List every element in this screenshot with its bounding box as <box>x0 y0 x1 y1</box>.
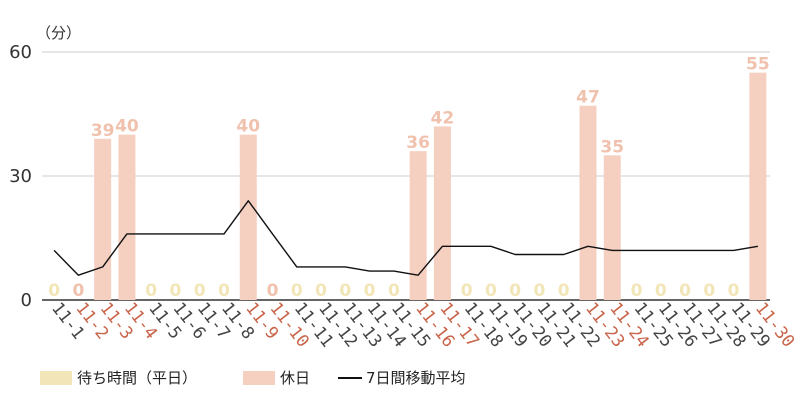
moving-average-line-group <box>53 200 759 276</box>
bar <box>579 105 597 300</box>
y-axis-unit-label: （分） <box>36 24 81 42</box>
value-label: 0 <box>631 281 643 301</box>
value-label: 0 <box>679 281 691 301</box>
value-label: 0 <box>339 281 351 301</box>
bar <box>409 151 427 300</box>
value-label: 42 <box>431 108 455 128</box>
x-axis: 11-111-211-311-411-511-611-711-811-911-1… <box>47 299 798 352</box>
bar <box>118 134 136 300</box>
value-label: 0 <box>364 281 376 301</box>
value-label: 0 <box>388 281 400 301</box>
value-label: 0 <box>703 281 715 301</box>
value-label: 0 <box>534 281 546 301</box>
value-label: 0 <box>461 281 473 301</box>
y-tick-label: 60 <box>9 42 32 63</box>
bar <box>603 155 621 300</box>
y-tick-label: 0 <box>21 290 32 311</box>
bar <box>433 126 451 301</box>
value-label: 55 <box>746 55 770 75</box>
y-axis: （分） 0 30 60 <box>9 24 81 311</box>
value-label: 40 <box>115 117 139 137</box>
value-label: 0 <box>485 281 497 301</box>
value-label: 40 <box>236 117 260 137</box>
value-label: 0 <box>145 281 157 301</box>
legend-swatch <box>243 371 275 385</box>
moving-average-line <box>53 200 759 276</box>
value-label: 0 <box>315 281 327 301</box>
bar <box>239 134 257 300</box>
value-label: 0 <box>267 281 279 301</box>
value-label: 0 <box>655 281 667 301</box>
value-label: 0 <box>72 281 84 301</box>
value-label: 39 <box>91 121 115 141</box>
y-tick-label: 30 <box>9 166 32 187</box>
value-label: 0 <box>48 281 60 301</box>
value-label: 0 <box>218 281 230 301</box>
value-label: 0 <box>194 281 206 301</box>
value-label: 0 <box>509 281 521 301</box>
bar <box>94 138 112 300</box>
value-label: 0 <box>170 281 182 301</box>
legend: 待ち時間（平日） 休日 7日間移動平均 <box>40 369 466 387</box>
value-label: 0 <box>558 281 570 301</box>
value-label: 0 <box>291 281 303 301</box>
legend-label: 7日間移動平均 <box>366 369 466 387</box>
value-label: 47 <box>576 88 600 108</box>
bars <box>94 72 767 301</box>
bar <box>749 72 767 301</box>
gridlines <box>42 51 770 301</box>
value-label: 36 <box>406 133 430 153</box>
legend-label: 待ち時間（平日） <box>77 369 197 387</box>
value-label: 35 <box>600 137 624 157</box>
legend-label: 休日 <box>280 369 310 387</box>
value-label: 0 <box>728 281 740 301</box>
legend-swatch <box>40 371 72 385</box>
